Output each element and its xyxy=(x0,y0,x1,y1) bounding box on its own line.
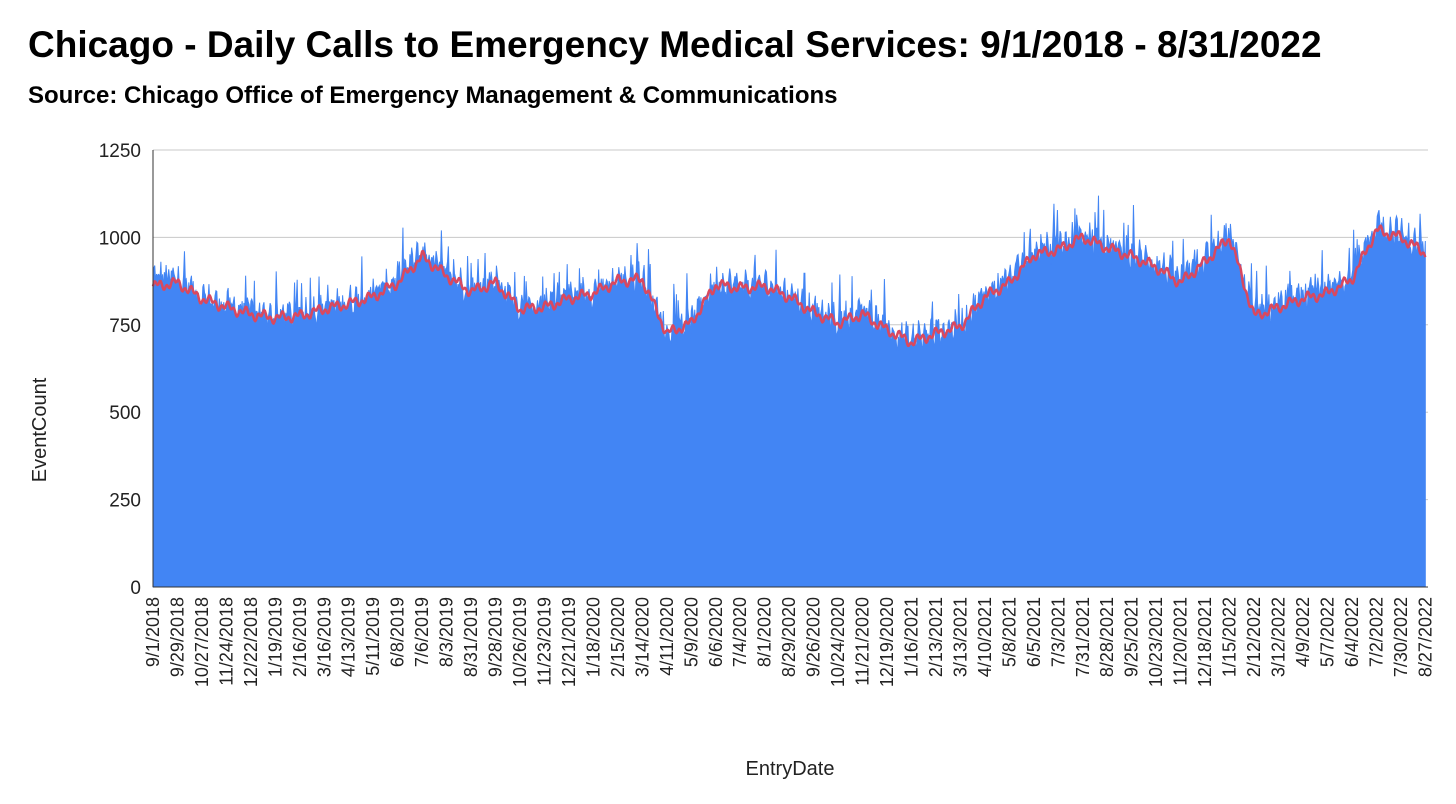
x-axis-label: EntryDate xyxy=(746,758,835,780)
x-tick-label-41: 10/23/2021 xyxy=(1146,597,1166,687)
x-tick-label-48: 5/7/2022 xyxy=(1317,597,1337,667)
x-tick-label-42: 11/20/2021 xyxy=(1171,597,1191,686)
x-tick-label-21: 4/11/2020 xyxy=(657,597,677,676)
x-tick-label-19: 2/15/2020 xyxy=(608,597,628,677)
x-tick-label-37: 7/3/2021 xyxy=(1048,597,1068,667)
moving-average-series xyxy=(151,224,1427,348)
x-tick-label-18: 1/18/2020 xyxy=(583,597,603,677)
y-tick-label-0: 0 xyxy=(130,578,141,599)
x-tick-label-25: 8/1/2020 xyxy=(755,597,775,667)
x-tick-label-24: 7/4/2020 xyxy=(730,597,750,667)
x-tick-label-10: 6/8/2019 xyxy=(388,597,408,667)
x-tick-label-49: 6/4/2022 xyxy=(1342,597,1362,667)
x-tick-label-6: 2/16/2019 xyxy=(290,597,310,677)
y-tick-label-500: 500 xyxy=(109,403,141,424)
x-tick-label-5: 1/19/2019 xyxy=(265,597,285,677)
x-tick-label-39: 8/28/2021 xyxy=(1097,597,1117,677)
x-tick-label-46: 3/12/2022 xyxy=(1269,597,1289,677)
area-series xyxy=(152,195,1426,588)
chart-subtitle: Source: Chicago Office of Emergency Mana… xyxy=(28,82,838,109)
x-tick-label-43: 12/18/2021 xyxy=(1195,597,1215,687)
x-tick-label-52: 8/27/2022 xyxy=(1415,597,1435,677)
y-tick-label-1000: 1000 xyxy=(99,228,141,249)
x-tick-label-31: 1/16/2021 xyxy=(901,597,921,677)
moving-average-line xyxy=(151,224,1427,348)
x-tick-label-36: 6/5/2021 xyxy=(1024,597,1044,667)
x-tick-label-50: 7/2/2022 xyxy=(1366,597,1386,667)
x-tick-label-27: 9/26/2020 xyxy=(804,597,824,677)
x-tick-label-17: 12/21/2019 xyxy=(559,597,579,687)
x-tick-label-7: 3/16/2019 xyxy=(314,597,334,677)
x-tick-label-11: 7/6/2019 xyxy=(412,597,432,667)
x-tick-label-8: 4/13/2019 xyxy=(339,597,359,677)
x-tick-label-1: 9/29/2018 xyxy=(167,597,187,677)
x-tick-label-13: 8/31/2019 xyxy=(461,597,481,677)
axes: 0 250 500 750 1000 1250 9/1/2018 9/29/2018 10/27… xyxy=(99,141,1436,687)
x-tick-label-20: 3/14/2020 xyxy=(632,597,652,677)
chart-title: Chicago - Daily Calls to Emergency Medic… xyxy=(28,24,1322,65)
x-tick-label-29: 11/21/2020 xyxy=(853,597,873,686)
x-tick-label-44: 1/15/2022 xyxy=(1220,597,1240,677)
x-tick-label-23: 6/6/2020 xyxy=(706,597,726,667)
x-tick-label-9: 5/11/2019 xyxy=(363,597,383,676)
x-tick-label-3: 11/24/2018 xyxy=(216,597,236,686)
x-tick-label-51: 7/30/2022 xyxy=(1391,597,1411,677)
x-tick-label-22: 5/9/2020 xyxy=(681,597,701,667)
y-tick-label-250: 250 xyxy=(109,491,141,512)
x-tick-label-16: 11/23/2019 xyxy=(534,597,554,686)
x-tick-label-2: 10/27/2018 xyxy=(192,597,212,687)
x-tick-label-4: 12/22/2018 xyxy=(241,597,261,687)
x-tick-label-47: 4/9/2022 xyxy=(1293,597,1313,667)
y-tick-label-750: 750 xyxy=(109,316,141,337)
x-tick-label-26: 8/29/2020 xyxy=(779,597,799,677)
x-tick-label-45: 2/12/2022 xyxy=(1244,597,1264,677)
x-tick-label-32: 2/13/2021 xyxy=(926,597,946,677)
x-tick-label-38: 7/31/2021 xyxy=(1073,597,1093,677)
x-tick-label-0: 9/1/2018 xyxy=(143,597,163,667)
y-axis-label: EventCount xyxy=(29,377,51,482)
x-tick-label-33: 3/13/2021 xyxy=(950,597,970,677)
daily-calls-area xyxy=(152,195,1426,588)
x-tick-label-40: 9/25/2021 xyxy=(1122,597,1142,677)
x-tick-label-14: 9/28/2019 xyxy=(486,597,506,677)
y-tick-label-1250: 1250 xyxy=(99,141,141,162)
x-tick-label-28: 10/24/2020 xyxy=(828,597,848,687)
x-tick-label-15: 10/26/2019 xyxy=(510,597,530,687)
x-tick-label-12: 8/3/2019 xyxy=(437,597,457,667)
x-tick-label-30: 12/19/2020 xyxy=(877,597,897,687)
x-tick-label-34: 4/10/2021 xyxy=(975,597,995,677)
x-tick-label-35: 5/8/2021 xyxy=(999,597,1019,667)
